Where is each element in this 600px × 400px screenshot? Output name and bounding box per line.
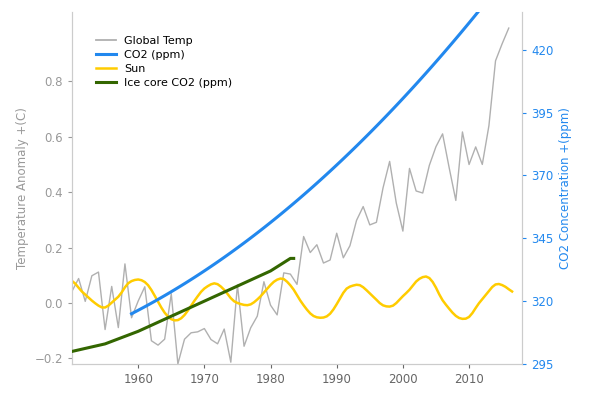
Legend: Global Temp, CO2 (ppm), Sun, Ice core CO2 (ppm): Global Temp, CO2 (ppm), Sun, Ice core CO… [91, 32, 237, 92]
Y-axis label: CO2 Concentration +(ppm): CO2 Concentration +(ppm) [559, 107, 572, 269]
Y-axis label: Temperature Anomaly +(C): Temperature Anomaly +(C) [16, 107, 29, 269]
